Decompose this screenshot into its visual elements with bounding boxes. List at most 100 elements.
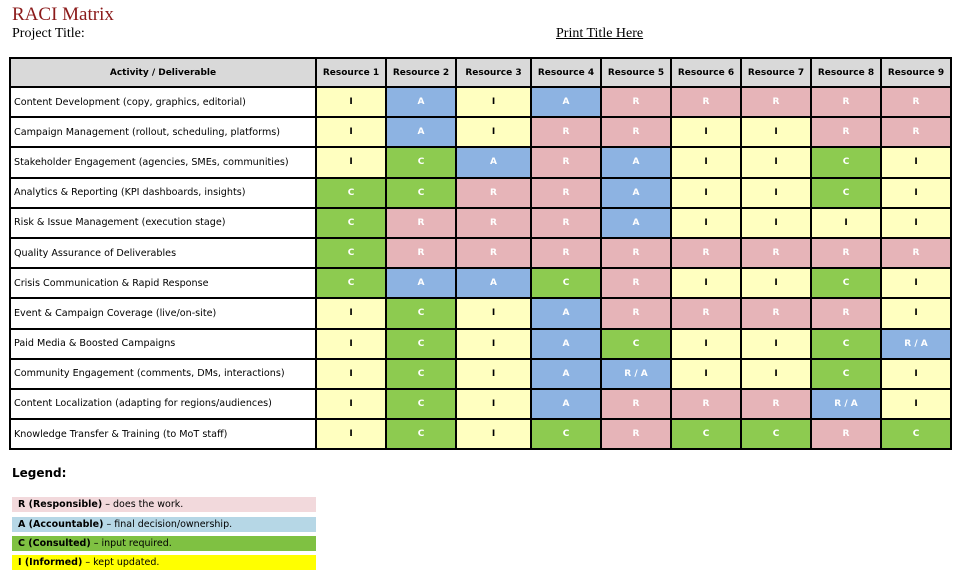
legend-description: – kept updated. (82, 557, 160, 568)
raci-cell: C (385, 387, 457, 421)
resource-header: Resource 9 (880, 57, 952, 88)
raci-cell: C (385, 418, 457, 451)
raci-cell: R (670, 85, 742, 119)
raci-cell: C (600, 327, 672, 360)
raci-cell: I (670, 206, 742, 239)
raci-cell: R (670, 236, 742, 270)
raci-cell: A (385, 267, 457, 300)
raci-cell: I (740, 267, 812, 300)
resource-header: Resource 2 (385, 57, 457, 88)
raci-cell: R (455, 206, 532, 239)
raci-cell: I (880, 297, 952, 330)
raci-cell: I (315, 327, 387, 360)
raci-cell: I (455, 387, 532, 421)
raci-cell: R (810, 297, 882, 330)
legend-key: I (Informed) (18, 557, 83, 568)
raci-cell: I (455, 116, 532, 149)
raci-cell: A (530, 327, 602, 360)
raci-cell: C (740, 418, 812, 451)
raci-cell: R (600, 236, 672, 270)
raci-cell: I (455, 85, 532, 119)
raci-cell: R (600, 387, 672, 421)
resource-header: Resource 1 (315, 57, 387, 88)
raci-cell: I (880, 357, 952, 390)
resource-header: Resource 7 (740, 57, 812, 88)
raci-cell: I (740, 176, 812, 209)
raci-cell: I (670, 146, 742, 179)
raci-cell: A (600, 206, 672, 239)
raci-cell: R (810, 418, 882, 451)
raci-cell: R (530, 116, 602, 149)
activity-cell: Paid Media & Boosted Campaigns (9, 327, 317, 360)
table-row: Content Development (copy, graphics, edi… (9, 85, 952, 119)
print-title[interactable]: Print Title Here (556, 26, 644, 41)
raci-cell: A (530, 297, 602, 330)
resource-header: Resource 6 (670, 57, 742, 88)
resource-header: Resource 8 (810, 57, 882, 88)
raci-cell: R (740, 85, 812, 119)
raci-cell: A (530, 85, 602, 119)
raci-cell: A (455, 146, 532, 179)
raci-cell: R (670, 387, 742, 421)
raci-body: Content Development (copy, graphics, edi… (9, 85, 952, 451)
legend-description: – final decision/ownership. (103, 519, 233, 530)
activity-cell: Analytics & Reporting (KPI dashboards, i… (9, 176, 317, 209)
raci-cell: I (740, 357, 812, 390)
legend-item: R (Responsible) – does the work. (12, 497, 316, 512)
activity-cell: Content Development (copy, graphics, edi… (9, 85, 317, 119)
table-row: Crisis Communication & Rapid Response C A A… (9, 267, 952, 300)
activity-cell: Crisis Communication & Rapid Response (9, 267, 317, 300)
raci-cell: I (880, 387, 952, 421)
raci-cell: I (455, 327, 532, 360)
raci-cell: A (385, 85, 457, 119)
table-row: Quality Assurance of Deliverables C R R R R R R… (9, 236, 952, 270)
table-row: Risk & Issue Management (execution stage… (9, 206, 952, 239)
table-row: Content Localization (adapting for regio… (9, 387, 952, 421)
activity-cell: Knowledge Transfer & Training (to MoT st… (9, 418, 317, 451)
raci-cell: I (880, 176, 952, 209)
legend-description: – does the work. (102, 499, 184, 510)
raci-cell: C (530, 418, 602, 451)
raci-cell: R / A (880, 327, 952, 360)
table-row: Analytics & Reporting (KPI dashboards, i… (9, 176, 952, 209)
raci-cell: I (880, 146, 952, 179)
raci-cell: I (740, 327, 812, 360)
resource-header: Resource 5 (600, 57, 672, 88)
raci-cell: C (315, 176, 387, 209)
raci-cell: C (385, 146, 457, 179)
raci-cell: R (600, 85, 672, 119)
raci-cell: I (315, 297, 387, 330)
table-row: Paid Media & Boosted Campaigns I C I A C I I C R … (9, 327, 952, 360)
raci-cell: R (740, 297, 812, 330)
raci-cell: C (810, 146, 882, 179)
raci-cell: R (530, 206, 602, 239)
raci-cell: I (670, 327, 742, 360)
raci-cell: I (315, 116, 387, 149)
raci-cell: C (880, 418, 952, 451)
raci-cell: I (455, 297, 532, 330)
activity-cell: Campaign Management (rollout, scheduling… (9, 116, 317, 149)
raci-cell: C (315, 267, 387, 300)
table-row: Community Engagement (comments, DMs, int… (9, 357, 952, 390)
raci-cell: C (810, 176, 882, 209)
resource-header: Resource 3 (455, 57, 532, 88)
raci-cell: R / A (810, 387, 882, 421)
raci-cell: I (455, 418, 532, 451)
raci-cell: I (880, 267, 952, 300)
activity-header: Activity / Deliverable (9, 57, 317, 88)
raci-cell: C (810, 327, 882, 360)
raci-cell: I (670, 267, 742, 300)
document-title: RACI Matrix (12, 4, 114, 25)
raci-cell: A (530, 357, 602, 390)
raci-cell: R (740, 236, 812, 270)
raci-cell: R (740, 387, 812, 421)
table-row: Campaign Management (rollout, scheduling… (9, 116, 952, 149)
resource-header: Resource 4 (530, 57, 602, 88)
raci-cell: I (315, 387, 387, 421)
activity-cell: Risk & Issue Management (execution stage… (9, 206, 317, 239)
raci-cell: I (315, 85, 387, 119)
raci-cell: R (530, 146, 602, 179)
raci-cell: I (740, 116, 812, 149)
activity-cell: Event & Campaign Coverage (live/on-site) (9, 297, 317, 330)
raci-cell: R (810, 85, 882, 119)
